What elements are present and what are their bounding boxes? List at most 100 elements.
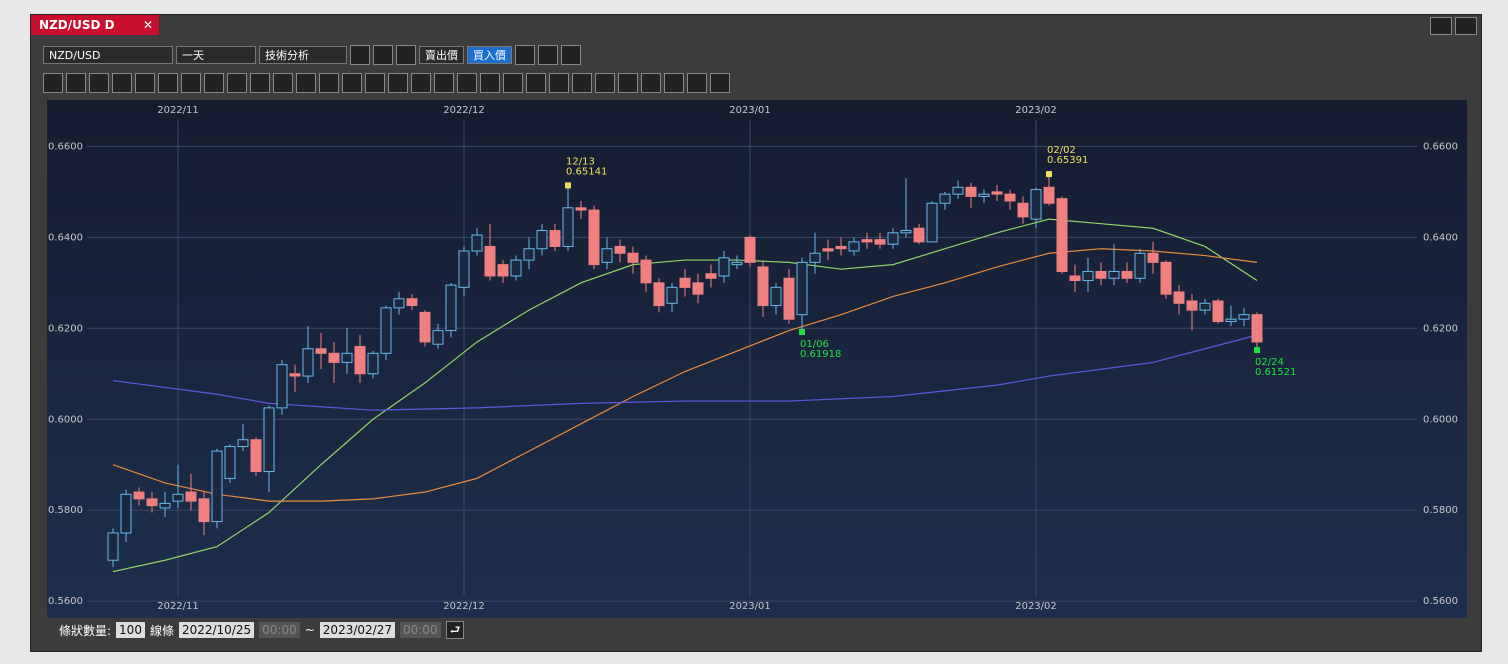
y-tick-label: 0.6200 [48, 323, 83, 334]
y-tick-label: 0.6000 [48, 414, 83, 425]
to-time[interactable]: 00:00 [399, 622, 441, 638]
tool-icon[interactable] [89, 73, 109, 93]
tool-icon[interactable] [641, 73, 661, 93]
annotation-date: 02/02 [1047, 145, 1076, 156]
candle-body [1238, 314, 1250, 320]
candle-body [393, 298, 405, 309]
tool-icon[interactable] [549, 73, 569, 93]
count-label: 條狀數量: [59, 623, 112, 638]
tool-icon[interactable] [227, 73, 247, 93]
candle-body [783, 277, 795, 320]
tool-icon[interactable] [135, 73, 155, 93]
candle-body [757, 266, 769, 307]
candle-body [575, 207, 587, 211]
candle-body [302, 348, 314, 377]
tool-icon[interactable] [342, 73, 362, 93]
area[interactable] [396, 45, 416, 65]
buy-price[interactable]: 買入價 [467, 46, 512, 64]
count-input[interactable]: 100 [116, 622, 145, 638]
window: NZD/USD D ✕ NZD/USD 一天 技術分析 賣出價 買入價 0.66… [30, 14, 1482, 652]
analysis-menu[interactable]: 技術分析 [259, 46, 347, 64]
extreme-marker [1046, 171, 1052, 178]
tool-icon[interactable] [503, 73, 523, 93]
tool-icon[interactable] [181, 73, 201, 93]
candle-body [263, 407, 275, 473]
line-label: 線條 [149, 623, 174, 638]
candle-body [549, 230, 561, 247]
annotation-value: 0.65141 [566, 166, 607, 177]
symbol-select[interactable]: NZD/USD [43, 46, 173, 64]
candle-body [380, 307, 392, 354]
candle-body [796, 261, 808, 316]
maximize[interactable] [1430, 17, 1452, 35]
tool-icon[interactable] [595, 73, 615, 93]
annotation-value: 0.61521 [1255, 367, 1296, 378]
tool-icon[interactable] [687, 73, 707, 93]
y-tick-label: 0.6400 [48, 232, 83, 243]
candle-body [432, 330, 444, 345]
period-select[interactable]: 一天 [176, 46, 256, 64]
tab-close[interactable]: ✕ [143, 18, 154, 32]
y-tick-label-right: 0.6400 [1423, 232, 1458, 243]
candle-body [861, 239, 873, 243]
zoom-in[interactable] [561, 45, 581, 65]
candle-body [237, 439, 249, 448]
tool-icon[interactable] [572, 73, 592, 93]
candle-body [718, 257, 730, 277]
y-tick-label-right: 0.5600 [1423, 596, 1458, 607]
x-tick-label: 2022/12 [443, 601, 485, 612]
plot-background [47, 100, 1467, 618]
from-date[interactable]: 2022/10/25 [178, 622, 255, 638]
sell-price[interactable]: 賣出價 [419, 46, 464, 64]
tool-icon[interactable] [618, 73, 638, 93]
tool-icon[interactable] [43, 73, 63, 93]
tool-icon[interactable] [66, 73, 86, 93]
from-time[interactable]: 00:00 [259, 622, 300, 638]
candle-body [536, 230, 548, 250]
tool-icon[interactable] [158, 73, 178, 93]
tool-icon[interactable] [457, 73, 477, 93]
zoom-out[interactable] [538, 45, 558, 65]
tool-icon[interactable] [526, 73, 546, 93]
candle-body [146, 498, 158, 507]
candle-body [1030, 189, 1042, 220]
apply-button[interactable]: ⮐ [445, 621, 465, 639]
extreme-marker [1254, 347, 1260, 354]
tool-icon[interactable] [204, 73, 224, 93]
candle-body [250, 439, 262, 473]
extreme-marker [565, 182, 571, 189]
tool-icon[interactable] [250, 73, 270, 93]
candle-body [1147, 252, 1159, 263]
tool-icon[interactable] [112, 73, 132, 93]
tool-icon[interactable] [411, 73, 431, 93]
x-tick-label: 2022/11 [157, 105, 199, 116]
chart-tool[interactable] [515, 45, 535, 65]
tool-icon[interactable] [319, 73, 339, 93]
tool-icon[interactable] [710, 73, 730, 93]
info[interactable] [373, 45, 393, 65]
tool-icon[interactable] [434, 73, 454, 93]
candle-body [471, 234, 483, 252]
candle-body [1056, 198, 1068, 272]
tab[interactable]: NZD/USD D [31, 15, 159, 35]
candle-body [692, 282, 704, 295]
to-date[interactable]: 2023/02/27 [319, 622, 395, 638]
candle-body [770, 286, 782, 307]
tool-icon[interactable] [273, 73, 293, 93]
tool-icon[interactable] [296, 73, 316, 93]
tool-icon[interactable] [388, 73, 408, 93]
candle-body [1199, 302, 1211, 311]
tool-icon[interactable] [365, 73, 385, 93]
close[interactable] [1455, 17, 1477, 35]
candle-body [354, 345, 366, 375]
candle-body [1251, 314, 1263, 343]
candle-body [159, 502, 171, 509]
candle-body [666, 286, 678, 304]
candle-body [172, 493, 184, 502]
tool-icon[interactable] [480, 73, 500, 93]
annotation-value: 0.61918 [800, 349, 841, 360]
candle-body [848, 241, 860, 252]
pen-tool[interactable] [350, 45, 370, 65]
candle-body [211, 450, 223, 523]
tool-icon[interactable] [664, 73, 684, 93]
